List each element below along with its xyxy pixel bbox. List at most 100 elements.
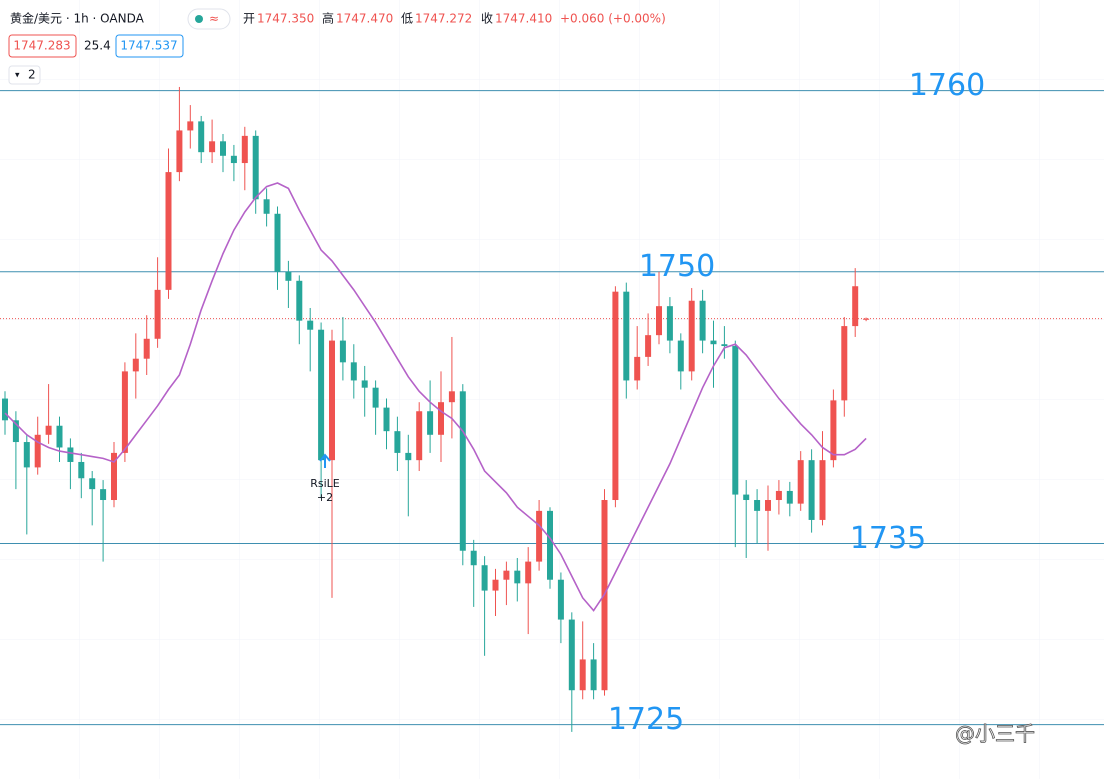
candle-body [187,121,194,131]
candle-body [808,460,815,520]
signal-label: RsiLE [310,477,340,490]
candle-body [383,407,390,432]
layers-count[interactable]: 2 [28,68,36,82]
candle-body [34,434,41,468]
candle-body [339,340,346,363]
candle-body [775,490,782,501]
open-value: 1747.350 [257,12,314,26]
candle-body [67,447,74,462]
level-label: 1750 [639,249,715,284]
candle-body [645,335,652,357]
candle-body [263,199,270,214]
candle-body [143,338,150,359]
candle-body [416,411,423,461]
candle-body [666,306,673,341]
signal-qty: +2 [317,491,333,504]
candle-body [394,431,401,453]
candle-body [165,172,172,290]
candle-body [699,300,706,341]
candle-body [12,420,19,443]
candle-body [732,346,739,495]
ask-box[interactable] [115,34,184,58]
candle-body [852,286,859,327]
candle-body [492,579,499,591]
candle-body [557,579,564,620]
candle-body [318,329,325,461]
candle-body [819,460,826,520]
bid-box[interactable] [8,34,77,58]
candle-body [45,425,52,435]
candle-body [241,135,248,164]
candle-body [797,460,804,504]
spread: 25.4 [84,39,111,53]
open-label: 开 [243,12,255,26]
status-dot [195,15,203,23]
candle-body [634,356,641,381]
candle-body [547,510,553,580]
candle-body [285,271,292,281]
candle-body [111,452,117,501]
status-pill [187,8,231,30]
candle-body [296,280,303,321]
candle-body [536,510,543,562]
level-label: 1735 [850,521,926,556]
close-label: 收 [481,12,493,26]
candle-body [656,306,662,336]
signal-arrow [319,453,331,468]
candle-body [459,391,466,551]
low-value: 1747.272 [415,12,472,26]
candle-body [132,358,139,372]
candle-body [448,391,455,403]
candle-body [89,478,96,490]
ask[interactable]: 1747.537 [120,39,177,53]
candle-body [252,135,259,200]
candle-body [100,489,107,501]
candle-body [623,291,630,381]
status-icon: ≈ [209,12,219,26]
candle-body [438,402,444,435]
high-label: 高 [322,11,334,26]
candle-body [525,561,532,584]
candle-body [198,121,205,153]
plot [0,86,1104,732]
candle-body [361,380,368,388]
candle-body [230,155,237,164]
candle-body [786,490,793,504]
symbol: 黄金/美元 · 1h · OANDA [10,11,145,26]
candle-body [514,570,521,584]
low-label: 低 [401,12,413,26]
level-label: 1760 [909,68,985,103]
candle-body [274,213,281,272]
layers-button[interactable] [8,65,41,85]
candle-body [56,425,63,448]
candle-body [830,400,837,461]
candle-body [220,141,226,156]
candle-body [612,291,619,501]
candle-body [765,500,771,511]
candle-body [427,411,434,435]
candle-body [863,318,870,320]
header: 黄金/美元 · 1h · OANDA ≈ 开 1747.350 高 1747.4… [8,8,666,85]
candle-body [329,340,335,461]
candle-body [121,371,128,453]
candle-body [405,452,412,461]
candle-body [590,659,597,691]
candle-body [743,494,750,501]
close-value: 1747.410 [495,12,552,26]
level-label: 1725 [608,702,684,737]
moving-average [4,182,867,612]
candle-body [372,387,379,408]
bid[interactable]: 1747.283 [13,39,70,53]
candle-body [841,326,848,401]
candle-body [23,442,30,468]
candle-body [209,141,216,153]
high-value: 1747.470 [336,12,393,26]
candle-body [721,344,728,347]
candle-body [568,619,575,691]
candle-body [677,340,684,372]
candle-body [154,289,161,339]
candle-body [481,565,488,591]
candle-body [503,570,510,580]
